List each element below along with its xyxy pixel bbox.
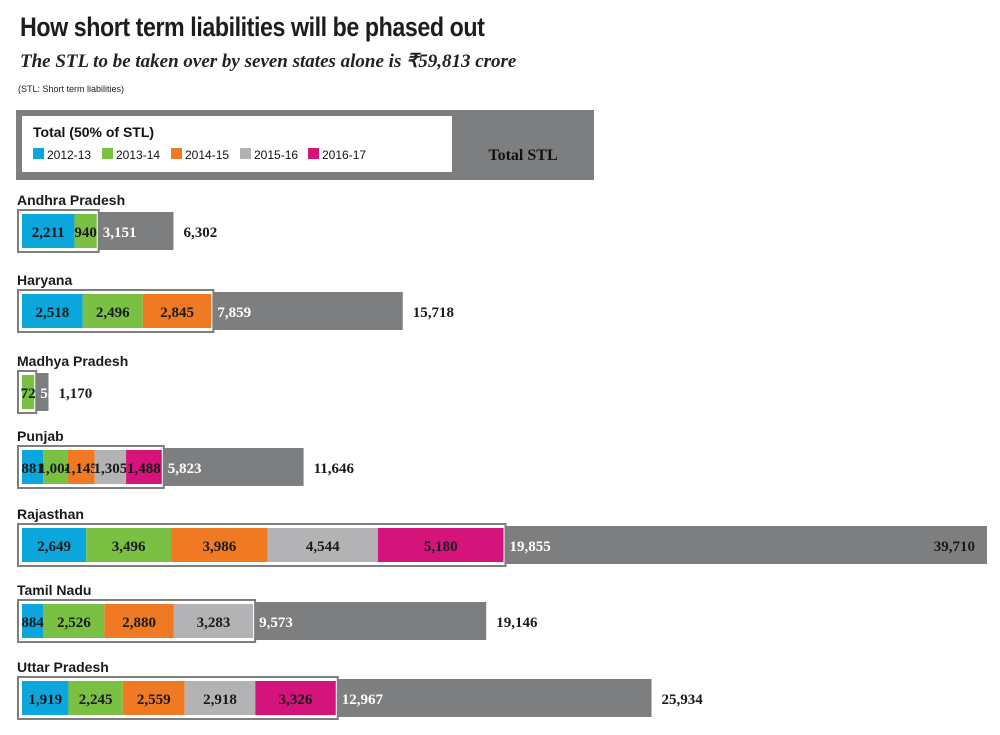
segment-label-uttar-pradesh-2015-16: 2,918 bbox=[203, 692, 237, 708]
legend-swatch-2014-15 bbox=[171, 148, 182, 159]
legend-label-2013-14: 2013-14 bbox=[116, 148, 160, 162]
segment-label-haryana-2014-15: 2,845 bbox=[160, 305, 194, 321]
segment-label-andhra-pradesh-2013-14: 940 bbox=[74, 225, 97, 241]
total-stl-label-haryana: 15,718 bbox=[413, 305, 454, 321]
segment-label-uttar-pradesh-2016-17: 3,326 bbox=[279, 692, 313, 708]
legend-label-2016-17: 2016-17 bbox=[322, 148, 366, 162]
legend-total-stl-label: Total STL bbox=[488, 147, 557, 164]
segment-label-uttar-pradesh-2014-15: 2,559 bbox=[137, 692, 171, 708]
state-label-tamil-nadu: Tamil Nadu bbox=[17, 582, 91, 598]
segment-uttar-pradesh-2012-13 bbox=[22, 681, 69, 715]
half-stl-label-rajasthan: 19,855 bbox=[510, 539, 551, 555]
segment-label-haryana-2013-14: 2,496 bbox=[96, 305, 130, 321]
segment-andhra-pradesh-2013-14 bbox=[74, 214, 97, 248]
total-stl-label-rajasthan: 39,710 bbox=[934, 539, 975, 555]
segment-rajasthan-2016-17 bbox=[377, 528, 504, 562]
total-stl-label-madhya-pradesh: 1,170 bbox=[58, 386, 92, 402]
segment-punjab-2012-13 bbox=[22, 450, 44, 484]
legend-total-heading: Total (50% of STL) bbox=[33, 124, 154, 140]
state-label-haryana: Haryana bbox=[17, 272, 72, 288]
chart-title: How short term liabilities will be phase… bbox=[20, 12, 485, 42]
legend-inner-box bbox=[22, 116, 452, 172]
segment-label-tamil-nadu-2012-13: 884 bbox=[21, 615, 44, 631]
state-label-andhra-pradesh: Andhra Pradesh bbox=[17, 192, 125, 208]
segment-label-punjab-2012-13: 881 bbox=[21, 461, 44, 477]
legend-label-2012-13: 2012-13 bbox=[47, 148, 91, 162]
segment-punjab-2014-15 bbox=[67, 450, 95, 484]
state-label-madhya-pradesh: Madhya Pradesh bbox=[17, 353, 128, 369]
segment-punjab-2015-16 bbox=[94, 450, 127, 484]
segment-andhra-pradesh-2012-13 bbox=[22, 214, 75, 248]
segment-madhya-pradesh-2013-14 bbox=[22, 375, 35, 409]
segment-label-tamil-nadu-2015-16: 3,283 bbox=[197, 615, 231, 631]
segment-haryana-2014-15 bbox=[142, 294, 212, 328]
segment-uttar-pradesh-2014-15 bbox=[122, 681, 185, 715]
segment-label-rajasthan-2014-15: 3,986 bbox=[202, 539, 236, 555]
half-stl-label-uttar-pradesh: 12,967 bbox=[342, 692, 384, 708]
legend-swatch-2016-17 bbox=[308, 148, 319, 159]
state-label-punjab: Punjab bbox=[17, 428, 64, 444]
segment-label-punjab-2014-15: 1,145 bbox=[64, 461, 98, 477]
segment-label-haryana-2012-13: 2,518 bbox=[35, 305, 69, 321]
segment-uttar-pradesh-2016-17 bbox=[255, 681, 336, 715]
segment-punjab-2016-17 bbox=[126, 450, 162, 484]
segment-label-rajasthan-2012-13: 2,649 bbox=[37, 539, 71, 555]
segment-uttar-pradesh-2015-16 bbox=[184, 681, 256, 715]
legend-label-2015-16: 2015-16 bbox=[254, 148, 298, 162]
segment-haryana-2012-13 bbox=[22, 294, 83, 328]
total-stl-label-punjab: 11,646 bbox=[314, 461, 355, 477]
segment-tamil-nadu-2014-15 bbox=[104, 604, 174, 638]
segment-label-uttar-pradesh-2013-14: 2,245 bbox=[79, 692, 113, 708]
segment-haryana-2013-14 bbox=[82, 294, 143, 328]
half-stl-label-punjab: 5,823 bbox=[168, 461, 202, 477]
segment-rajasthan-2015-16 bbox=[267, 528, 378, 562]
segment-tamil-nadu-2013-14 bbox=[43, 604, 105, 638]
state-label-rajasthan: Rajasthan bbox=[17, 506, 84, 522]
legend-swatch-2015-16 bbox=[240, 148, 251, 159]
segment-rajasthan-2013-14 bbox=[86, 528, 172, 562]
segment-label-tamil-nadu-2013-14: 2,526 bbox=[57, 615, 91, 631]
legend-label-2014-15: 2014-15 bbox=[185, 148, 229, 162]
chart-subtitle: The STL to be taken over by seven states… bbox=[20, 51, 517, 72]
chart-note: (STL: Short term liabilities) bbox=[18, 84, 125, 94]
half-stl-label-tamil-nadu: 9,573 bbox=[259, 615, 293, 631]
legend-swatch-2013-14 bbox=[102, 148, 113, 159]
total-stl-label-tamil-nadu: 19,146 bbox=[496, 615, 538, 631]
half-stl-label-haryana: 7,859 bbox=[217, 305, 251, 321]
segment-label-rajasthan-2015-16: 4,544 bbox=[306, 539, 340, 555]
legend-swatch-2012-13 bbox=[33, 148, 44, 159]
segment-label-punjab-2013-14: 1,004 bbox=[38, 461, 72, 477]
state-label-uttar-pradesh: Uttar Pradesh bbox=[17, 659, 109, 675]
segment-label-punjab-2015-16: 1,305 bbox=[94, 461, 128, 477]
segment-label-tamil-nadu-2014-15: 2,880 bbox=[122, 615, 156, 631]
segment-tamil-nadu-2012-13 bbox=[22, 604, 44, 638]
segment-uttar-pradesh-2013-14 bbox=[68, 681, 123, 715]
segment-label-madhya-pradesh-2013-14: 72 bbox=[21, 386, 36, 402]
segment-tamil-nadu-2015-16 bbox=[173, 604, 254, 638]
total-stl-label-andhra-pradesh: 6,302 bbox=[183, 225, 217, 241]
segment-punjab-2013-14 bbox=[43, 450, 68, 484]
segment-label-uttar-pradesh-2012-13: 1,919 bbox=[28, 692, 62, 708]
segment-rajasthan-2014-15 bbox=[171, 528, 268, 562]
half-stl-label-andhra-pradesh: 3,151 bbox=[103, 225, 137, 241]
segment-label-rajasthan-2016-17: 5,180 bbox=[424, 539, 458, 555]
segment-rajasthan-2012-13 bbox=[22, 528, 87, 562]
segment-label-punjab-2016-17: 1,488 bbox=[127, 461, 161, 477]
half-stl-label-madhya-pradesh: 585 bbox=[40, 386, 63, 402]
segment-label-rajasthan-2013-14: 3,496 bbox=[112, 539, 146, 555]
total-stl-label-uttar-pradesh: 25,934 bbox=[662, 692, 704, 708]
segment-label-andhra-pradesh-2012-13: 2,211 bbox=[32, 225, 65, 241]
